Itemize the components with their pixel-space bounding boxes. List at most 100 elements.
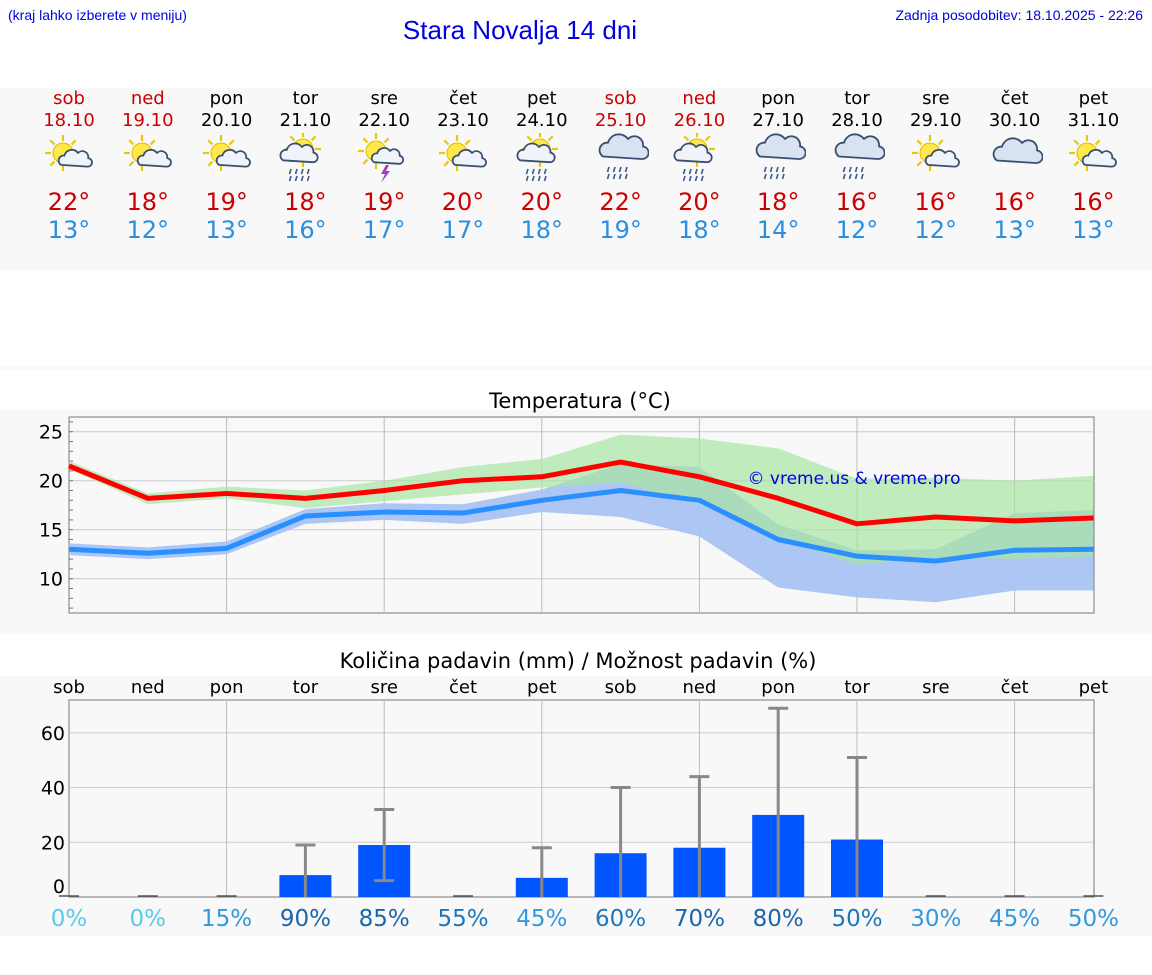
day-name: pet (527, 88, 557, 109)
forecast-band (0, 88, 1152, 270)
weather-icon-slot (818, 132, 896, 188)
min-temp: 12° (914, 216, 958, 244)
day-name: ned (682, 88, 717, 109)
min-temp: 18° (520, 216, 564, 244)
precip-probability: 45% (989, 906, 1040, 932)
min-temp-line (68, 488, 1094, 564)
precip-probability: 80% (753, 906, 804, 932)
max-temp: 19° (362, 188, 406, 216)
weather-icon-slot (109, 132, 187, 188)
precip-probability: 0% (51, 906, 88, 932)
min-temp: 19° (599, 216, 642, 244)
day-date: 21.10 (279, 110, 332, 131)
day-name: pet (1078, 88, 1109, 109)
forecast-day: čet 23.10 20° 17° (424, 88, 502, 244)
precipitation-chart-title: Količina padavin (mm) / Možnost padavin … (340, 649, 817, 673)
watermark: © vreme.us & vreme.pro (747, 469, 960, 489)
max-temp: 22° (47, 188, 91, 216)
x-tick-label: pet (527, 677, 557, 698)
precip-probability: 0% (130, 906, 167, 932)
cloud-icon (992, 137, 1043, 164)
sun-cloud-icon (911, 135, 960, 171)
max-temp: 16° (993, 188, 1036, 216)
precipitation-chart: Količina padavin (mm) / Možnost padavin … (41, 649, 1119, 932)
min-temp: 18° (678, 216, 721, 244)
x-tick-label: sre (922, 677, 949, 698)
max-temp: 18° (126, 188, 170, 216)
y-tick-label: 60 (41, 723, 65, 745)
weather-icon-slot (897, 132, 975, 188)
forecast-day: ned 19.10 18° 12° (109, 88, 187, 244)
weather-icon-slot (582, 132, 660, 188)
max-temp: 20° (678, 188, 721, 216)
divider (0, 366, 1152, 370)
x-tick-label: tor (293, 677, 319, 698)
max-temp-line (68, 459, 1094, 527)
day-name: pon (209, 88, 244, 109)
day-date: 26.10 (673, 110, 726, 131)
x-tick-label: pon (761, 677, 795, 698)
sun-thunder-icon (358, 133, 405, 183)
x-tick-label: tor (844, 677, 870, 698)
day-name: sob (53, 88, 85, 109)
forecast-day: ned 26.10 20° 18° (660, 88, 738, 244)
cloud-rain-icon (755, 133, 807, 180)
max-temp: 18° (756, 188, 800, 216)
weather-icon-slot (345, 132, 423, 188)
forecast-day: sob 25.10 22° 19° (582, 88, 660, 244)
max-temp: 20° (441, 188, 485, 216)
max-temp-range (69, 434, 1094, 565)
min-temp: 13° (205, 216, 248, 244)
x-tick-label: čet (449, 677, 477, 698)
precip-probability: 90% (280, 906, 331, 932)
forecast-day: pet 24.10 20° 18° (503, 88, 581, 244)
weather-icon-slot (503, 132, 581, 188)
forecast-day: čet 30.10 16° 13° (976, 88, 1054, 244)
weather-icon-slot (266, 132, 344, 188)
x-tick-label: sre (370, 677, 397, 698)
sun-cloud-icon (202, 135, 251, 171)
sun-cloud-icon (439, 135, 487, 171)
max-temp: 19° (205, 188, 248, 216)
day-date: 30.10 (988, 110, 1041, 131)
x-tick-label: pet (1079, 677, 1109, 698)
day-date: 27.10 (752, 110, 804, 131)
weather-icon-slot (188, 132, 266, 188)
day-date: 31.10 (1067, 110, 1120, 131)
max-temp: 18° (284, 188, 327, 216)
forecast-day: sre 29.10 16° 12° (897, 88, 975, 244)
day-date: 18.10 (43, 110, 95, 131)
sun-cloud-icon (45, 135, 93, 171)
day-date: 25.10 (594, 110, 647, 131)
day-name: sre (370, 88, 398, 109)
day-date: 19.10 (122, 110, 174, 131)
min-temp: 14° (756, 216, 800, 244)
day-name: tor (844, 88, 870, 109)
forecast-day: tor 21.10 18° 16° (266, 88, 344, 244)
weather-icon-slot (660, 132, 738, 188)
weather-icon-slot (976, 132, 1054, 188)
day-name: ned (130, 88, 165, 109)
forecast-day: pon 27.10 18° 14° (739, 88, 817, 244)
sun-cloud-icon (1069, 135, 1118, 171)
y-tick-label: 20 (41, 832, 65, 854)
day-date: 23.10 (437, 110, 489, 131)
min-temp: 12° (126, 216, 170, 244)
cloud-rain-icon (834, 133, 885, 180)
day-name: sre (922, 88, 950, 109)
day-name: tor (292, 88, 319, 109)
min-temp-range (69, 464, 1094, 603)
x-tick-label: sob (53, 677, 85, 698)
precip-probability: 50% (831, 906, 882, 932)
weather-icon-slot (1054, 132, 1132, 188)
x-tick-label: pon (210, 677, 244, 698)
max-temp: 20° (520, 188, 564, 216)
forecast-day: sob 18.10 22° 13° (30, 88, 108, 244)
precip-probability: 15% (201, 906, 252, 932)
min-temp: 13° (1072, 216, 1115, 244)
weather-icon-slot (424, 132, 502, 188)
x-tick-label: čet (1001, 677, 1029, 698)
day-date: 22.10 (358, 110, 410, 131)
y-tick-label: 20 (39, 471, 63, 493)
sun-cloud-rain-icon (516, 133, 558, 182)
